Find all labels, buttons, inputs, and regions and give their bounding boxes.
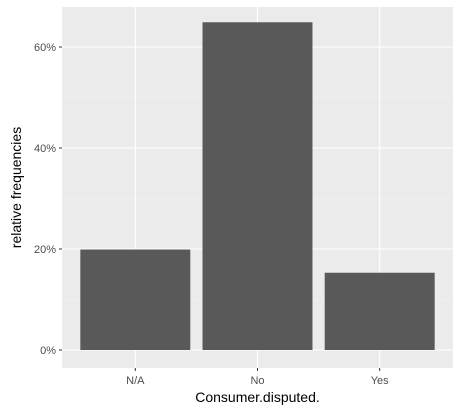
y-axis-title: relative frequencies (8, 127, 24, 248)
axis-ticks (59, 46, 381, 371)
y-tick-label: 40% (34, 143, 56, 155)
x-tick-label: No (250, 375, 264, 387)
bar-yes (324, 272, 435, 350)
y-tick-label: 20% (34, 244, 56, 256)
x-tick-label: N/A (126, 375, 145, 387)
bar-n-a (80, 249, 191, 350)
y-tick-label: 0% (40, 345, 56, 357)
bar-no (202, 22, 313, 350)
bars (80, 22, 435, 350)
tick-labels: 0% 20% 40% 60% N/A No Yes (34, 42, 389, 387)
x-tick-label: Yes (371, 375, 389, 387)
x-axis-title: Consumer.disputed. (195, 389, 320, 405)
y-tick-label: 60% (34, 42, 56, 54)
